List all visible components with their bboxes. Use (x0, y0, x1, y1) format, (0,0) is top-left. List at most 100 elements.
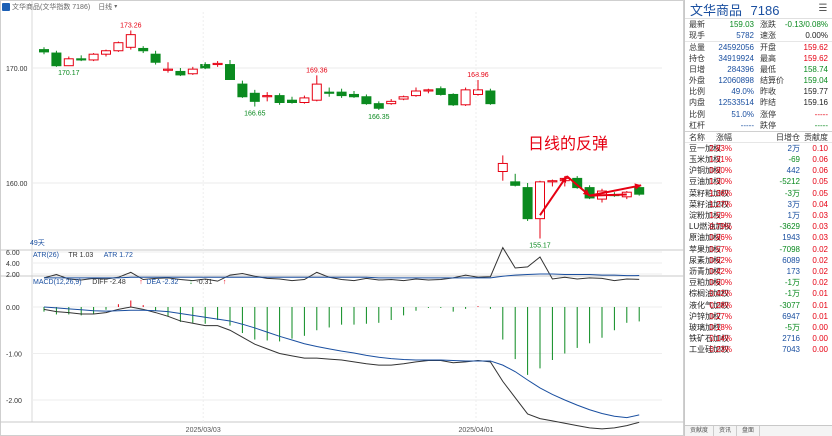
candle-body[interactable] (411, 90, 421, 97)
sector-increase: 2716 (782, 334, 800, 344)
panel-title: 文华商品 (690, 2, 743, 18)
candle-body[interactable] (101, 50, 111, 55)
sector-row[interactable]: 玻璃加权 0.18% -5万 0.00 (685, 322, 832, 333)
candle-body[interactable] (324, 91, 335, 94)
quote-value: 49.0% (731, 87, 754, 97)
sector-row[interactable]: 工业硅加权 0.23% 7043 0.00 (685, 344, 832, 355)
sector-name: 豆粕加权 (689, 278, 721, 288)
quote-label: 日增 (689, 64, 705, 74)
candle-body[interactable] (63, 58, 74, 67)
candle-body[interactable] (460, 89, 471, 106)
sector-row[interactable]: 玉米加权 1.31% -69 0.06 (685, 154, 832, 165)
candle-body[interactable] (336, 91, 347, 97)
sector-row[interactable]: 豆一加权 2.83% 2万 0.10 (685, 143, 832, 154)
sector-header-name[interactable]: 名称 (689, 132, 705, 142)
candle-body[interactable] (200, 64, 211, 69)
candle-body[interactable] (522, 187, 533, 220)
candle-body[interactable] (485, 90, 496, 105)
price-annotation: 168.96 (467, 72, 489, 79)
quote-label: 最高 (760, 53, 776, 63)
sector-row[interactable]: 豆粕加权 0.60% -1万 0.02 (685, 277, 832, 288)
sector-row[interactable]: LU燃油加权 0.79% -3629 0.03 (685, 221, 832, 232)
sector-change: 0.62% (709, 255, 732, 265)
quote-row: 比例 51.0% 涨停 ----- (685, 109, 832, 120)
candle-body[interactable] (423, 89, 434, 92)
period-dropdown-icon[interactable]: ▾ (114, 4, 118, 10)
candle-body[interactable] (311, 83, 322, 101)
candle-body[interactable] (349, 93, 359, 98)
chart-area[interactable]: 170.00 160.00 173.26 170.17 169.36 168.96 166.… (0, 0, 684, 436)
sector-change: 0.80% (709, 166, 732, 176)
candle-body[interactable] (386, 100, 397, 105)
candle-body[interactable] (435, 88, 446, 95)
dea-line (43, 306, 640, 419)
candle-body[interactable] (249, 92, 260, 102)
candle-body[interactable] (187, 68, 198, 75)
candle-body[interactable] (113, 42, 124, 52)
panel-code: 7186 (750, 2, 780, 18)
candle-body[interactable] (572, 177, 583, 189)
sector-increase: 7043 (782, 345, 800, 355)
sector-row[interactable]: 苹果加权 0.57% -7098 0.02 (685, 244, 832, 255)
candle-body[interactable] (150, 53, 161, 63)
candle-body[interactable] (373, 103, 384, 109)
sector-table-header: 名称 涨幅 日增仓 贡献度 (685, 130, 832, 143)
candle-body[interactable] (125, 34, 136, 48)
sector-row[interactable]: 豆油加权 1.30% -5212 0.05 (685, 176, 832, 187)
candle-body[interactable] (262, 95, 273, 98)
candle-body[interactable] (510, 181, 521, 186)
panel-tab[interactable]: 资讯 (714, 426, 738, 436)
quote-value: ----- (740, 120, 754, 130)
sector-row[interactable]: 铁矿石加权 0.14% 2716 0.00 (685, 333, 832, 344)
candle-body[interactable] (237, 83, 248, 98)
price-annotation: 166.35 (368, 114, 390, 121)
candle-body[interactable] (225, 64, 235, 81)
candle-body[interactable] (547, 180, 558, 183)
panel-tab[interactable]: 盘面 (737, 426, 761, 436)
candle-body[interactable] (76, 58, 87, 61)
candle-body[interactable] (361, 96, 372, 105)
hamburger-icon[interactable]: ☰ (818, 3, 828, 14)
sector-change: 0.79% (709, 222, 732, 232)
sector-row[interactable]: 菜籽粕加权 1.36% -3万 0.05 (685, 188, 832, 199)
chart-period[interactable]: 日线 (98, 3, 113, 11)
candle-body[interactable] (497, 162, 508, 172)
price-tick-label: 170.00 (6, 66, 28, 73)
candle-body[interactable] (163, 68, 173, 71)
candle-body[interactable] (448, 93, 459, 106)
candle-body[interactable] (535, 181, 545, 220)
candle-body[interactable] (299, 97, 310, 104)
candle-body[interactable] (274, 95, 285, 103)
candle-body[interactable] (473, 89, 483, 95)
sector-contribution: 0.02 (812, 244, 828, 254)
price-annotation: 170.17 (58, 70, 80, 77)
sector-row[interactable]: 菜籽油加权 1.27% 3万 0.04 (685, 199, 832, 210)
candle-body[interactable] (39, 49, 49, 53)
quote-row: 比例 49.0% 昨收 159.77 (685, 86, 832, 97)
candle-body[interactable] (287, 99, 297, 103)
sector-increase: 173 (786, 266, 800, 276)
sector-contribution: 0.05 (812, 188, 828, 198)
sector-header-change[interactable]: 涨幅 (716, 132, 732, 142)
sector-row[interactable]: 尿素加权 0.62% 6089 0.02 (685, 255, 832, 266)
candle-body[interactable] (51, 52, 62, 67)
rebound-arrow-line (589, 193, 627, 197)
macd-legend: -0.31 (196, 279, 212, 286)
sector-row[interactable]: 淀粉加权 1.59% 1万 0.03 (685, 210, 832, 221)
sector-row[interactable]: 液化气加权 0.28% -3077 0.01 (685, 300, 832, 311)
sector-row[interactable]: 沪铜加权 0.80% 442 0.06 (685, 165, 832, 176)
sector-row[interactable]: 沪锌加权 0.27% 6947 0.01 (685, 311, 832, 322)
sector-header-contribution[interactable]: 贡献度 (804, 132, 828, 142)
candle-body[interactable] (398, 96, 409, 100)
sector-header-increase[interactable]: 日增仓 (776, 132, 800, 142)
candle-body[interactable] (175, 70, 186, 76)
candle-body[interactable] (212, 62, 223, 66)
panel-tab[interactable]: 贡献度 (685, 426, 715, 436)
sector-row[interactable]: 棕榈油加权 0.42% -1万 0.01 (685, 288, 832, 299)
candle-body[interactable] (88, 53, 99, 61)
kline-chart-svg[interactable]: 170.00 160.00 173.26 170.17 169.36 168.96 166.… (0, 0, 684, 436)
sector-row[interactable]: 沥青加权 0.42% 173 0.02 (685, 266, 832, 277)
candle-body[interactable] (138, 47, 149, 52)
sector-row[interactable]: 原油加权 0.86% 1943 0.03 (685, 232, 832, 243)
candle-body[interactable] (634, 187, 645, 195)
